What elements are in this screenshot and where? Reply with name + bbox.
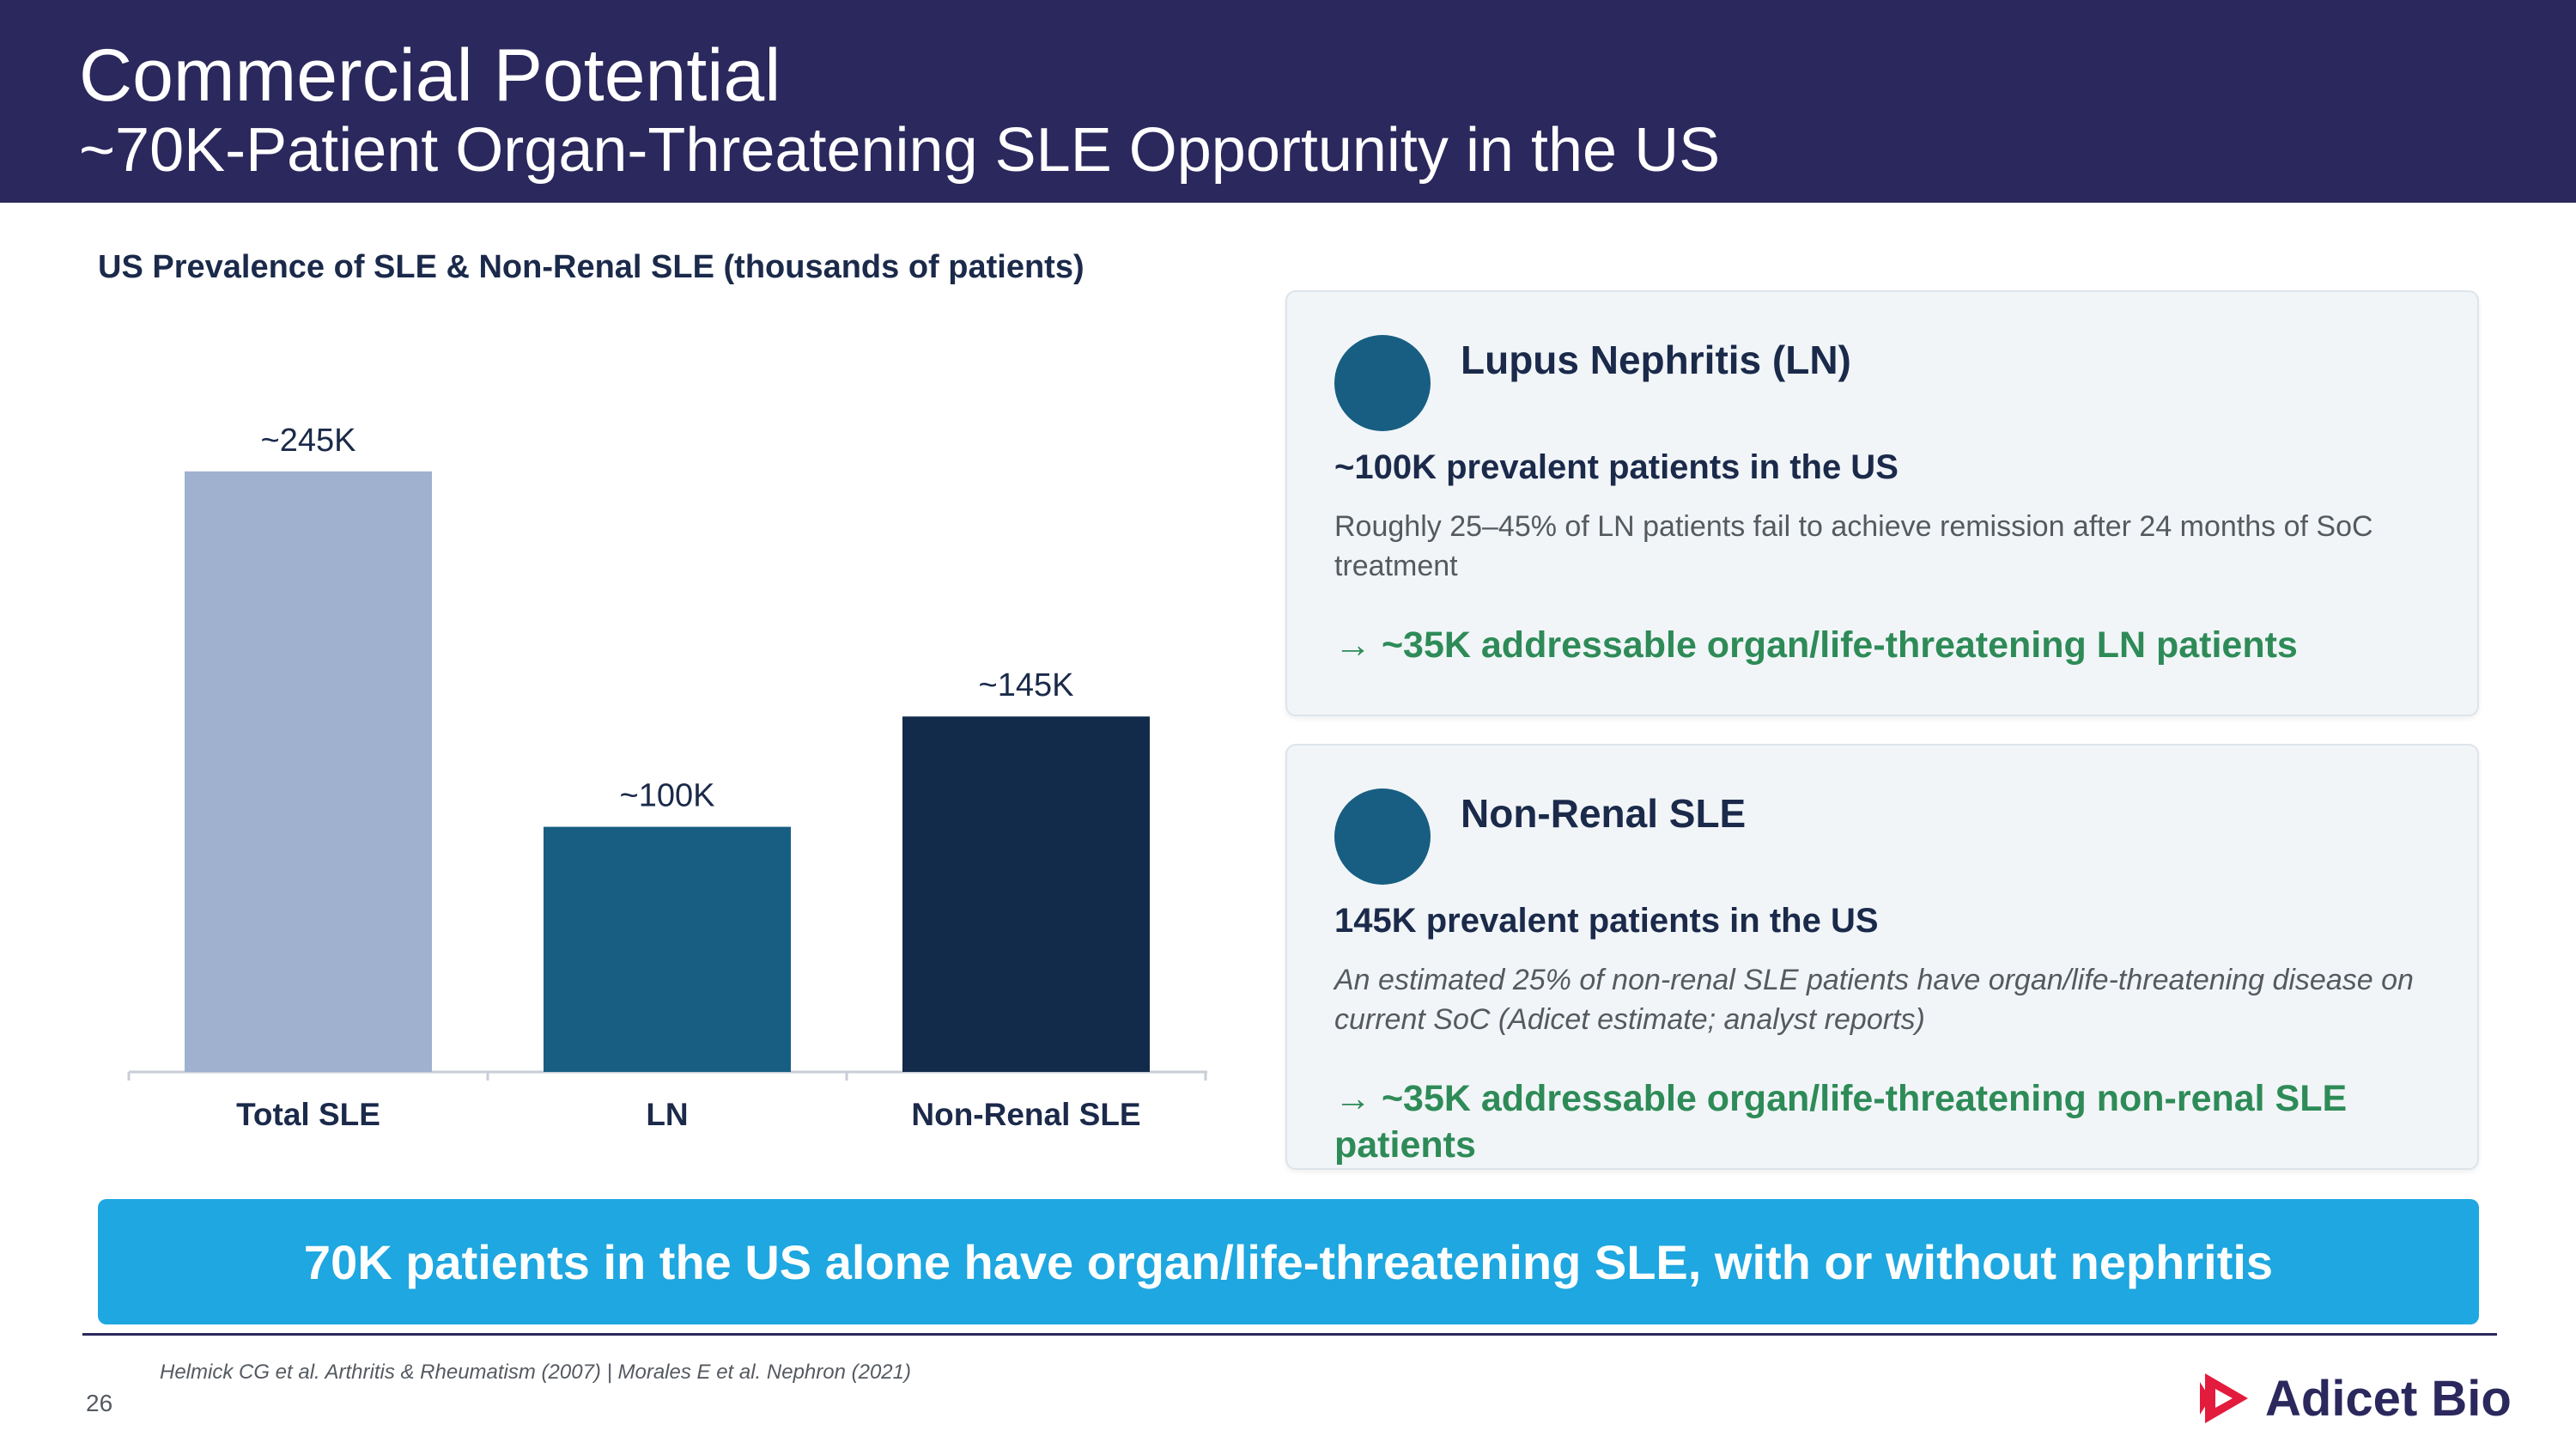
company-logo: Adicet Bio <box>2195 1364 2512 1433</box>
footer-divider <box>82 1333 2497 1336</box>
x-tick-label: Non-Renal SLE <box>911 1097 1140 1132</box>
header-bar: Commercial Potential ~70K-Patient Organ-… <box>0 0 2576 203</box>
card-stat: ~100K prevalent patients in the US <box>1334 448 1899 486</box>
bar-data-label: ~245K <box>261 423 356 459</box>
non-renal-card: Non-Renal SLE 145K prevalent patients in… <box>1285 744 2479 1170</box>
card-title: Non-Renal SLE <box>1461 791 1747 836</box>
page-subtitle: ~70K-Patient Organ-Threatening SLE Oppor… <box>79 116 1721 185</box>
card-description: An estimated 25% of non-renal SLE patien… <box>1334 964 2414 1036</box>
page-number: 26 <box>86 1390 113 1416</box>
bar-data-label: ~100K <box>620 778 715 814</box>
logo-text: Adicet Bio <box>2265 1370 2512 1427</box>
page-title: Commercial Potential <box>79 34 781 117</box>
x-tick-label: LN <box>646 1097 688 1132</box>
circle-icon <box>1334 335 1431 431</box>
ln-card: Lupus Nephritis (LN) ~100K prevalent pat… <box>1285 290 2479 716</box>
bar-non-renal-sle <box>902 716 1150 1072</box>
card-title: Lupus Nephritis (LN) <box>1461 338 1851 382</box>
bar-total-sle <box>185 471 432 1072</box>
footnote: Helmick CG et al. Arthritis & Rheumatism… <box>160 1361 911 1384</box>
prevalence-bar-chart: ~245K Total SLE ~100K LN ~145K Non-Renal SLE <box>127 423 1207 1132</box>
chart-title: US Prevalence of SLE & Non-Renal SLE (th… <box>98 249 1084 285</box>
bar-ln <box>544 826 791 1072</box>
card-stat: 145K prevalent patients in the US <box>1334 902 1879 940</box>
circle-icon <box>1334 788 1431 885</box>
x-tick-label: Total SLE <box>236 1097 380 1132</box>
card-description: Roughly 25–45% of LN patients fail to ac… <box>1334 510 2373 582</box>
logo-mark-icon <box>2200 1373 2248 1423</box>
banner-text: 70K patients in the US alone have organ/… <box>303 1234 2274 1289</box>
bar-data-label: ~145K <box>979 667 1074 703</box>
card-callout: → ~35K addressable organ/life-threatenin… <box>1334 624 2298 666</box>
card-callout: → ~35K addressable organ/life-threatenin… <box>1334 1078 2348 1166</box>
summary-banner: 70K patients in the US alone have organ/… <box>98 1199 2479 1324</box>
